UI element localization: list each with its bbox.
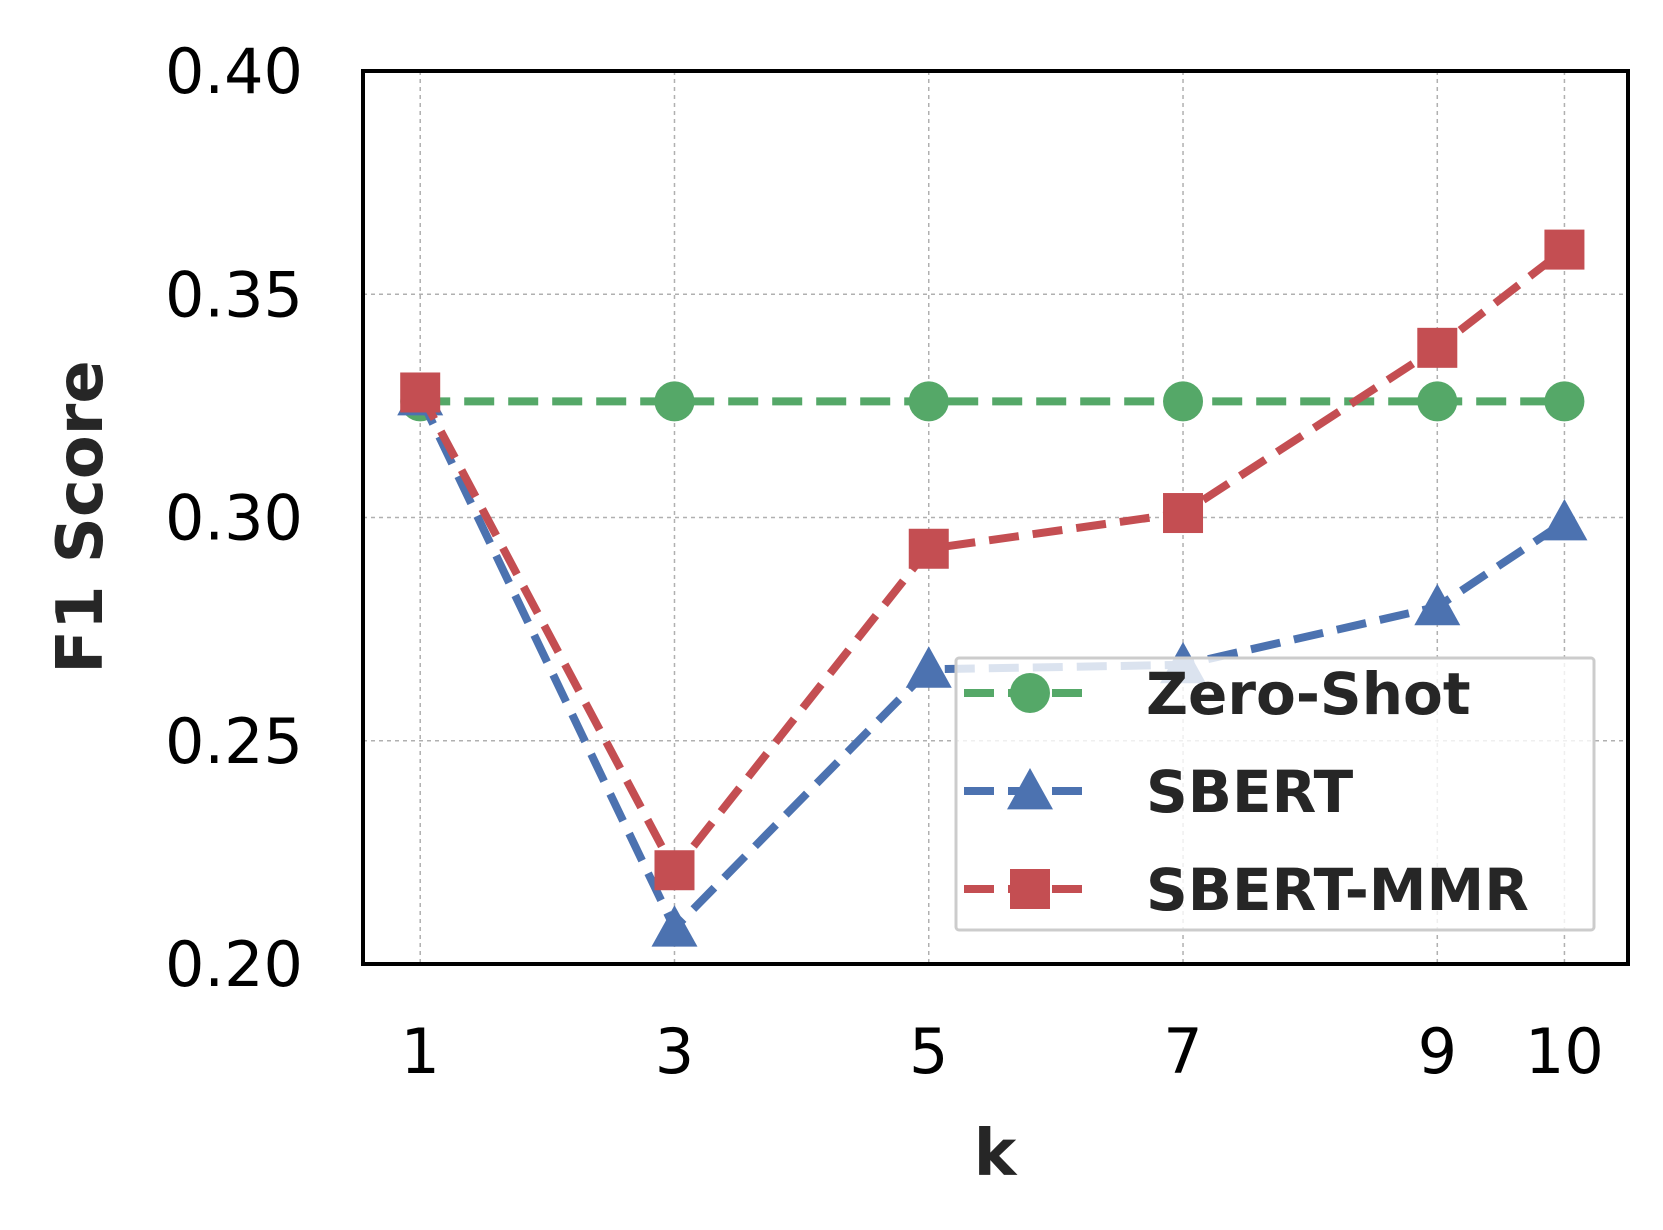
data-point [1163, 493, 1204, 534]
legend-marker [1007, 768, 1053, 810]
data-point [651, 905, 698, 947]
y-tick-label: 0.20 [165, 928, 303, 1001]
x-axis-title: k [974, 1117, 1018, 1191]
y-axis-title: F1 Score [44, 360, 118, 674]
legend-label: SBERT-MMR [1146, 856, 1529, 924]
data-point [1544, 229, 1585, 270]
legend-box [954, 656, 1596, 932]
y-tick-label: 0.30 [165, 482, 303, 555]
y-tick-label: 0.25 [165, 705, 303, 778]
legend-item: SBERT-MMR [964, 856, 1529, 924]
data-point [1163, 381, 1204, 422]
x-tick-label: 3 [655, 1015, 694, 1088]
legend: Zero-Shot SBERT SBERT-MMR [954, 656, 1596, 932]
x-tick-label: 1 [400, 1015, 439, 1088]
plot-frame [361, 69, 1630, 966]
data-point [908, 381, 949, 422]
legend-marker [1010, 869, 1050, 909]
x-tick-labels: 1 3 5 7 9 10 [400, 1015, 1603, 1088]
data-point [654, 381, 695, 422]
series-zero-shot [400, 381, 1585, 422]
legend-marker [1010, 673, 1050, 713]
data-point [1544, 381, 1585, 422]
y-tick-labels: 0.20 0.25 0.30 0.35 0.40 [165, 35, 303, 1001]
data-point [654, 850, 695, 891]
legend-label: Zero-Shot [1146, 660, 1471, 728]
x-tick-label: 7 [1163, 1015, 1202, 1088]
series-sbert-mmr [400, 229, 1585, 891]
y-tick-label: 0.35 [165, 258, 303, 331]
x-tick-label: 9 [1418, 1015, 1457, 1088]
data-point [1414, 583, 1461, 626]
data-point [1541, 498, 1588, 541]
y-tick-label: 0.40 [165, 35, 303, 108]
legend-label: SBERT [1146, 758, 1354, 826]
data-point [905, 646, 952, 688]
x-tick-label: 10 [1525, 1015, 1604, 1088]
data-point [1417, 327, 1458, 368]
data-point [908, 528, 949, 569]
series-line [416, 246, 1567, 878]
legend-item: Zero-Shot [964, 660, 1471, 728]
x-tick-label: 5 [909, 1015, 948, 1088]
data-point [1417, 381, 1458, 422]
data-point [400, 372, 441, 413]
legend-item: SBERT [964, 758, 1354, 826]
